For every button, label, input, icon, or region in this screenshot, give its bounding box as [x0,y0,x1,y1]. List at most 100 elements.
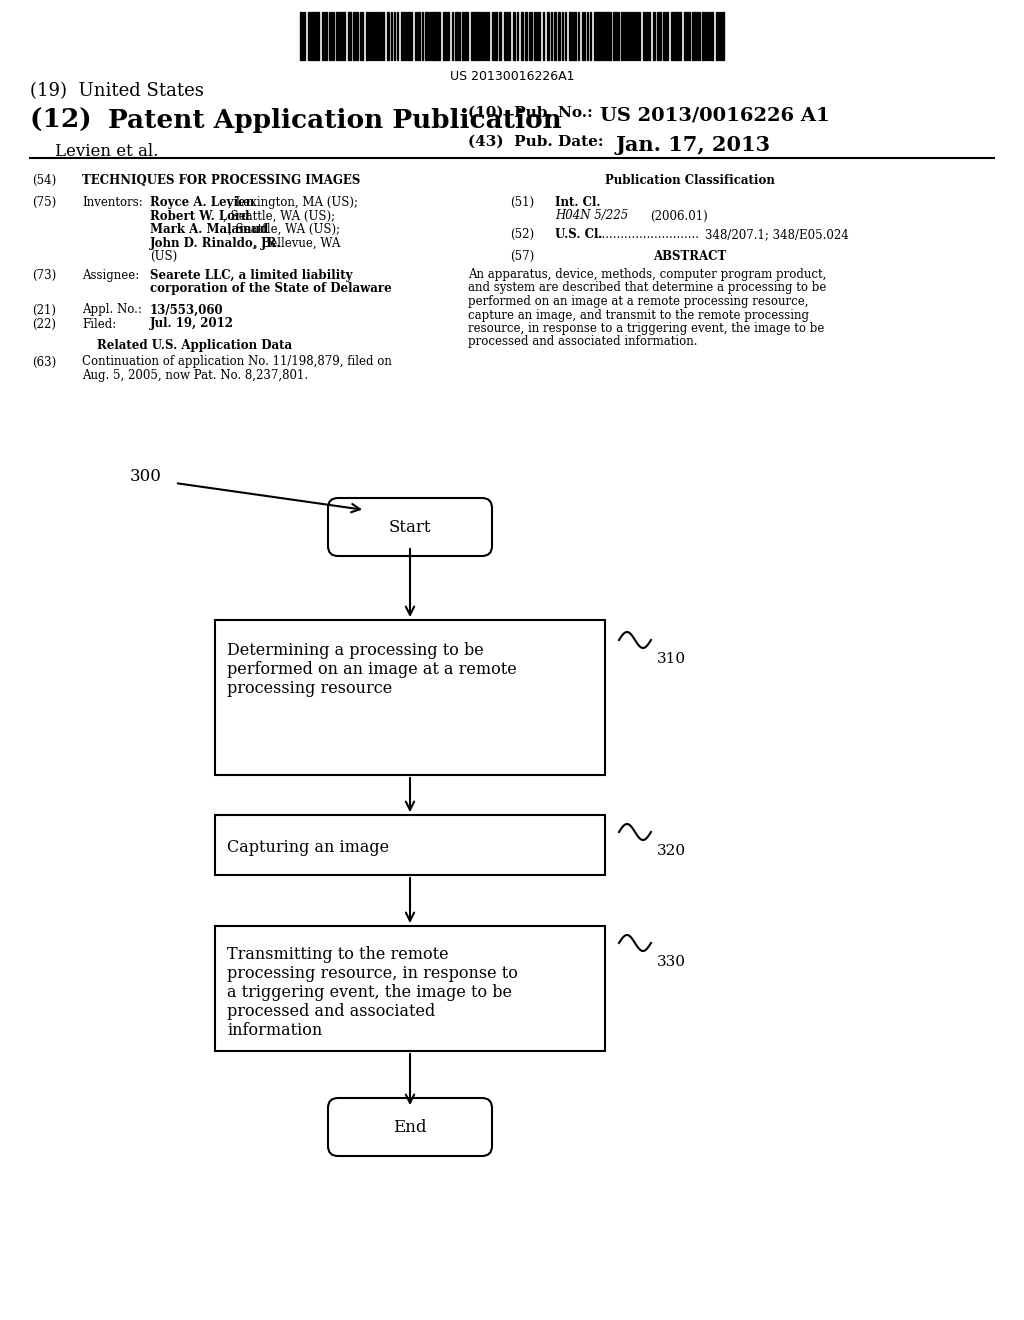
Bar [215,620,605,775]
Bar [443,12,446,59]
Text: (19)  United States: (19) United States [30,82,204,100]
Bar [601,12,603,59]
Text: U.S. Cl.: U.S. Cl. [555,228,602,242]
Bar [348,12,351,59]
Bar [336,12,338,59]
Bar [462,12,464,59]
Bar [433,12,436,59]
Text: Int. Cl.: Int. Cl. [555,195,600,209]
Text: (12): (12) [30,108,100,133]
Text: An apparatus, device, methods, computer program product,: An apparatus, device, methods, computer … [468,268,826,281]
Text: , Seattle, WA (US);: , Seattle, WA (US); [228,223,340,236]
Text: Transmitting to the remote: Transmitting to the remote [227,946,449,964]
Bar [627,12,629,59]
Bar [525,12,527,59]
Bar [554,12,556,59]
Text: 330: 330 [657,954,686,969]
Bar [494,12,497,59]
Text: 348/207.1; 348/E05.024: 348/207.1; 348/E05.024 [705,228,849,242]
Text: Start: Start [389,520,431,536]
Text: Searete LLC, a limited liability: Searete LLC, a limited liability [150,268,352,281]
Bar [547,12,549,59]
Bar [643,12,645,59]
Bar [688,12,690,59]
Text: Levien et al.: Levien et al. [55,143,159,160]
Bar [482,12,484,59]
Bar [375,12,377,59]
Text: US 20130016226A1: US 20130016226A1 [450,70,574,83]
Bar [404,12,406,59]
Bar [322,12,324,59]
Bar [474,12,477,59]
Text: (22): (22) [32,318,56,330]
Text: processed and associated: processed and associated [227,1003,435,1020]
Bar [671,12,674,59]
Text: Assignee:: Assignee: [82,268,139,281]
Text: (57): (57) [510,249,535,263]
Bar [380,12,382,59]
Bar [300,12,303,59]
Text: 320: 320 [657,843,686,858]
Bar [624,12,626,59]
Bar [653,12,655,59]
Text: John D. Rinaldo, JR.: John D. Rinaldo, JR. [150,236,282,249]
Text: Patent Application Publication: Patent Application Publication [108,108,562,133]
Text: Determining a processing to be: Determining a processing to be [227,642,483,659]
Text: (51): (51) [510,195,535,209]
Text: (10)  Pub. No.:: (10) Pub. No.: [468,106,593,120]
Text: performed on an image at a remote: performed on an image at a remote [227,661,517,678]
Bar [325,12,327,59]
Text: US 2013/0016226 A1: US 2013/0016226 A1 [600,106,829,124]
Text: Jan. 17, 2013: Jan. 17, 2013 [615,135,770,154]
Bar [437,12,440,59]
Bar [499,12,501,59]
Bar [471,12,473,59]
Bar [692,12,694,59]
Bar [487,12,489,59]
Bar [604,12,607,59]
Bar [621,12,623,59]
Text: (2006.01): (2006.01) [650,210,708,223]
Text: 310: 310 [657,652,686,667]
Bar [455,12,458,59]
Bar [342,12,345,59]
Bar [705,12,707,59]
Text: and system are described that determine a processing to be: and system are described that determine … [468,281,826,294]
Bar [504,12,506,59]
Bar [663,12,665,59]
Text: (21): (21) [32,304,56,317]
Text: (73): (73) [32,268,56,281]
Bar [722,12,724,59]
Text: performed on an image at a remote processing resource,: performed on an image at a remote proces… [468,294,809,308]
Bar [675,12,678,59]
Bar [513,12,515,59]
Text: ABSTRACT: ABSTRACT [653,249,727,263]
Bar [636,12,638,59]
Bar [215,814,605,875]
Text: Filed:: Filed: [82,318,117,330]
Text: 13/553,060: 13/553,060 [150,304,223,317]
Text: Royce A. Levien: Royce A. Levien [150,195,254,209]
Bar [316,12,319,59]
Text: Aug. 5, 2005, now Pat. No. 8,237,801.: Aug. 5, 2005, now Pat. No. 8,237,801. [82,370,308,381]
Text: End: End [393,1119,427,1137]
Text: (52): (52) [510,228,535,242]
Bar [598,12,600,59]
Bar [659,12,662,59]
Bar [353,12,355,59]
Bar [594,12,597,59]
Text: ............................: ............................ [595,228,700,242]
Text: processed and associated information.: processed and associated information. [468,335,697,348]
Bar [558,12,560,59]
Text: , Seattle, WA (US);: , Seattle, WA (US); [223,210,335,223]
Text: Related U.S. Application Data: Related U.S. Application Data [97,339,293,352]
Bar [521,12,523,59]
Text: a triggering event, the image to be: a triggering event, the image to be [227,983,512,1001]
Text: 300: 300 [130,469,162,484]
Bar [646,12,648,59]
Bar [356,12,358,59]
Bar [366,12,368,59]
Text: TECHNIQUES FOR PROCESSING IMAGES: TECHNIQUES FOR PROCESSING IMAGES [82,174,360,187]
Bar [679,12,681,59]
Bar [702,12,705,59]
